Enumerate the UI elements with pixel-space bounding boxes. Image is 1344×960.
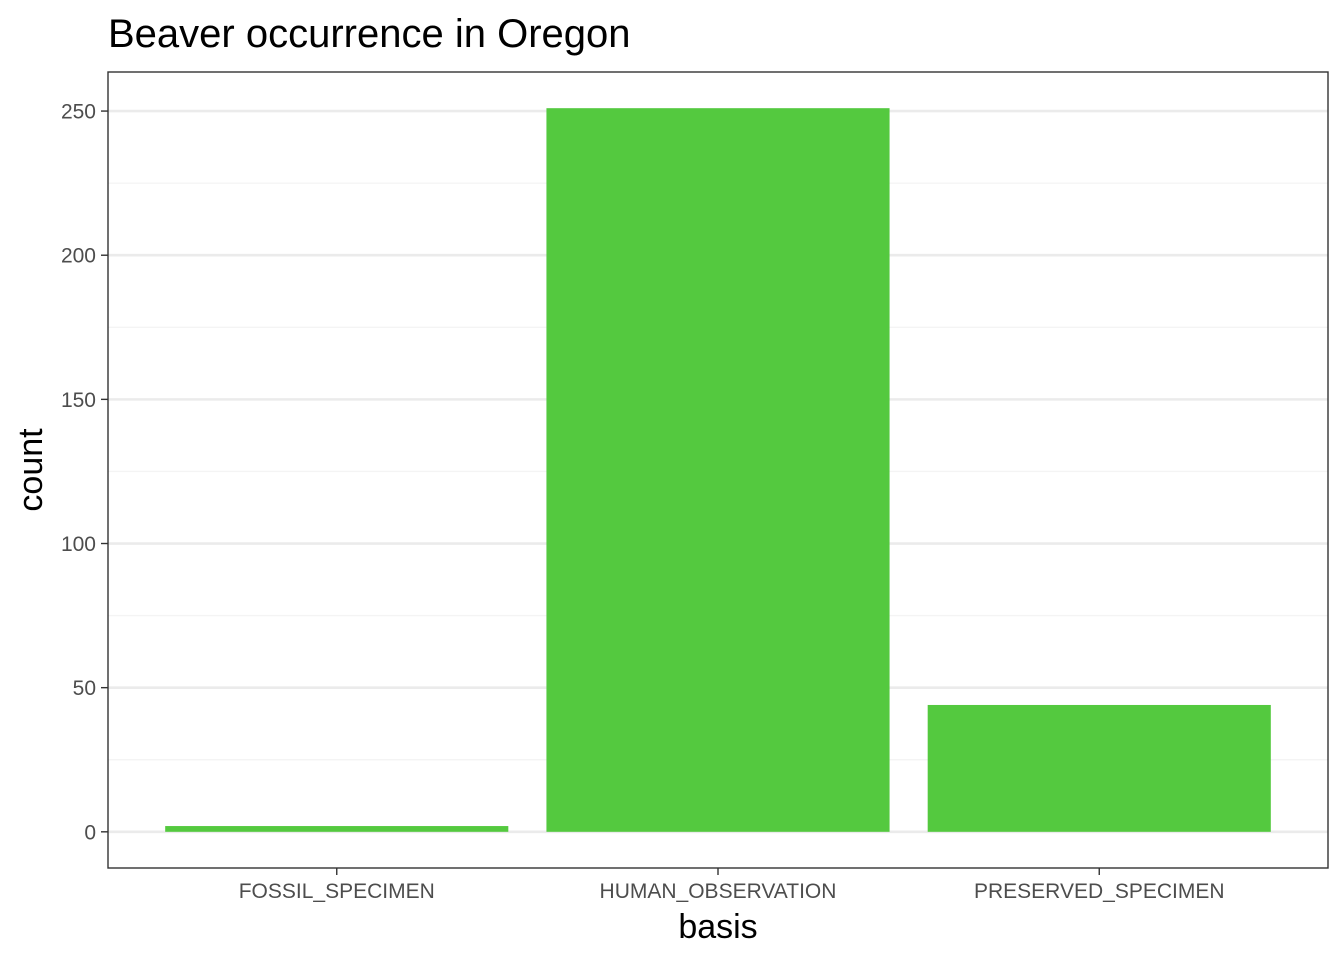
y-tick-label: 100 [61,533,96,556]
bar-fossil-specimen [165,826,509,832]
y-tick-label: 50 [73,677,96,700]
chart-title: Beaver occurrence in Oregon [108,12,631,56]
x-axis-ticks: FOSSIL_SPECIMEN HUMAN_OBSERVATION PRESERVE… [239,868,1225,903]
bar-human-observation [546,108,890,832]
x-tick-label: PRESERVED_SPECIMEN [974,880,1225,903]
y-axis-title: count [12,428,50,512]
x-tick-label: HUMAN_OBSERVATION [600,880,837,903]
x-axis-title: basis [678,908,757,946]
y-axis-ticks: 0 50 100 150 200 250 [61,101,108,844]
bar-preserved-specimen [927,704,1271,832]
y-tick-label: 200 [61,245,96,268]
y-tick-label: 250 [61,101,96,124]
bars [165,108,1271,832]
y-tick-label: 0 [84,821,96,844]
y-tick-label: 150 [61,389,96,412]
x-tick-label: FOSSIL_SPECIMEN [239,880,435,903]
